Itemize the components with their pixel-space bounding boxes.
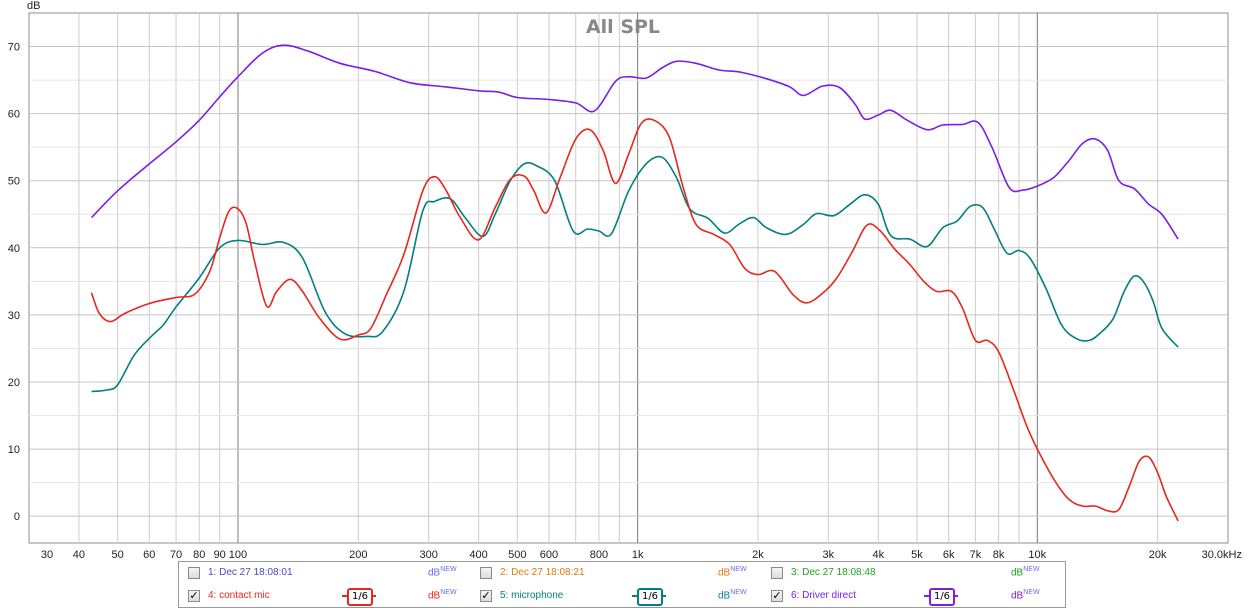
series-line-1	[90, 44, 1179, 240]
x-tick-label: 4k	[872, 549, 884, 560]
check-icon: ✓	[189, 589, 199, 602]
legend-panel: 1: Dec 27 18:08:01 dBNEW 2: Dec 27 18:08…	[178, 561, 1066, 608]
spl-chart: 30 40 50 60 70 80 90 100 200 300 400 500 600 800 1k 2k 3…	[8, 0, 1242, 560]
legend-label-5: 5: microphone	[500, 590, 564, 601]
x-tick-label: 60	[143, 549, 155, 560]
legend-db-1[interactable]: dBNEW	[428, 566, 457, 579]
legend-db-3[interactable]: dBNEW	[1011, 566, 1040, 579]
legend-row: ✓ 4: contact mic 1/6 dBNEW ✓ 5: micropho…	[179, 586, 1065, 608]
legend-label-4: 4: contact mic	[208, 590, 270, 601]
series-line-2	[91, 155, 1179, 393]
x-tick-label: 50	[112, 549, 124, 560]
x-tick-label: 8k	[993, 549, 1005, 560]
legend-label-1: 1: Dec 27 18:08:01	[208, 567, 293, 578]
check-icon: ✓	[772, 589, 782, 602]
x-tick-label: 5k	[911, 549, 923, 560]
legend-db-6[interactable]: dBNEW	[1011, 589, 1040, 602]
y-tick-label: 60	[8, 109, 20, 121]
x-tick-label: 70	[170, 549, 182, 560]
x-tick-label: 7k	[970, 549, 982, 560]
grid-lines	[29, 13, 1228, 543]
series-line-3	[90, 118, 1179, 522]
x-tick-label: 100	[229, 549, 247, 560]
x-tick-label: 600	[540, 549, 558, 560]
y-tick-label: 0	[14, 511, 20, 523]
x-tick-label: 2k	[752, 549, 764, 560]
check-icon: ✓	[481, 589, 491, 602]
series-lines	[90, 44, 1179, 522]
x-tick-label: 3k	[823, 549, 835, 560]
plot-area	[28, 12, 1229, 544]
legend-label-3: 3: Dec 27 18:08:48	[791, 567, 876, 578]
x-tick-label: 1k	[632, 549, 644, 560]
y-tick-labels: 0 10 20 30 40 50 60 70	[8, 42, 20, 524]
x-tick-label: 200	[349, 549, 367, 560]
chart-title: All SPL	[586, 16, 660, 38]
legend-item-2[interactable]: 2: Dec 27 18:08:21 dBNEW	[480, 563, 760, 585]
x-tick-label: 80	[193, 549, 205, 560]
x-tick-label: 30	[41, 549, 53, 560]
y-tick-label: 10	[8, 444, 20, 456]
legend-label-2: 2: Dec 27 18:08:21	[500, 567, 585, 578]
x-tick-label: 6k	[943, 549, 955, 560]
x-tick-label: 90	[214, 549, 226, 560]
y-tick-label: 50	[8, 176, 20, 188]
legend-item-4[interactable]: ✓ 4: contact mic 1/6 dBNEW	[188, 586, 468, 608]
legend-item-5[interactable]: ✓ 5: microphone 1/6 dBNEW	[480, 586, 760, 608]
legend-checkbox-4[interactable]: ✓	[188, 590, 200, 602]
legend-checkbox-6[interactable]: ✓	[771, 590, 783, 602]
legend-checkbox-5[interactable]: ✓	[480, 590, 492, 602]
x-tick-label: 30.0kHz	[1202, 549, 1242, 560]
y-tick-label: 30	[8, 310, 20, 322]
y-axis-label: dB	[27, 0, 40, 12]
legend-checkbox-3[interactable]	[771, 567, 783, 579]
legend-item-3[interactable]: 3: Dec 27 18:08:48 dBNEW	[771, 563, 1051, 585]
x-tick-label: 400	[469, 549, 487, 560]
legend-db-5[interactable]: dBNEW	[718, 589, 747, 602]
x-tick-label: 20k	[1149, 549, 1167, 560]
x-tick-label: 300	[419, 549, 437, 560]
y-tick-label: 40	[8, 243, 20, 255]
legend-db-2[interactable]: dBNEW	[718, 566, 747, 579]
x-tick-label: 500	[508, 549, 526, 560]
legend-db-4[interactable]: dBNEW	[428, 589, 457, 602]
legend-label-6: 6: Driver direct	[791, 590, 857, 601]
legend-checkbox-1[interactable]	[188, 567, 200, 579]
legend-item-6[interactable]: ✓ 6: Driver direct 1/6 dBNEW	[771, 586, 1051, 608]
legend-checkbox-2[interactable]	[480, 567, 492, 579]
y-tick-label: 20	[8, 377, 20, 389]
x-tick-labels: 30 40 50 60 70 80 90 100 200 300 400 500 600 800 1k 2k 3…	[41, 549, 1242, 560]
y-tick-label: 70	[8, 42, 20, 54]
x-tick-label: 40	[73, 549, 85, 560]
x-tick-label: 800	[590, 549, 608, 560]
legend-item-1[interactable]: 1: Dec 27 18:08:01 dBNEW	[188, 563, 468, 585]
x-tick-label: 10k	[1028, 549, 1046, 560]
legend-row: 1: Dec 27 18:08:01 dBNEW 2: Dec 27 18:08…	[179, 563, 1065, 585]
